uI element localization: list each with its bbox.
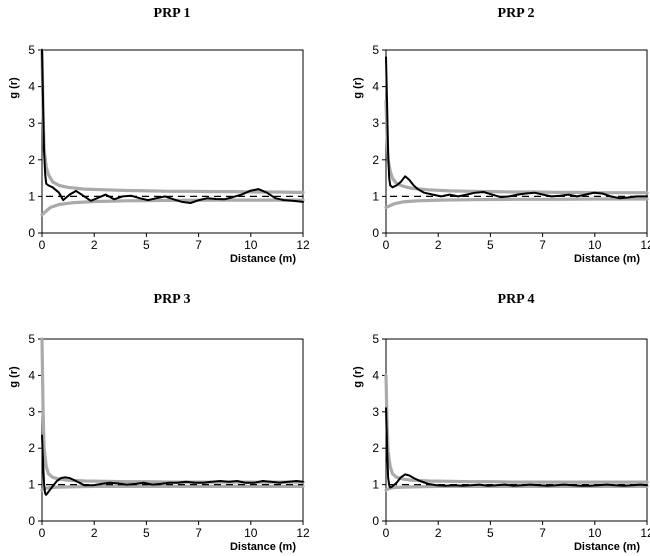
upper-envelope-line	[384, 99, 649, 195]
y-tick-label: 5	[28, 43, 35, 57]
x-axis-title: Distance (m)	[574, 541, 640, 553]
x-tick-label: 7	[539, 238, 546, 252]
x-tick-label: 2	[91, 238, 98, 252]
y-tick-label: 5	[372, 43, 379, 57]
x-tick-label: 2	[435, 526, 442, 540]
y-tick-label: 2	[28, 441, 35, 455]
chart-title: PRP 1	[154, 6, 191, 21]
x-tick-label: 5	[487, 526, 494, 540]
y-tick-label: 5	[372, 332, 379, 346]
x-tick-label: 2	[435, 238, 442, 252]
chart-panel-2: PRP 201234502571012Distance (m)g (r)	[352, 6, 650, 265]
y-tick-label: 3	[372, 405, 379, 419]
x-axis-title: Distance (m)	[574, 253, 640, 265]
plot-frame	[385, 338, 648, 522]
upper-envelope-line	[40, 48, 305, 194]
y-tick-label: 3	[372, 116, 379, 130]
observed-line	[385, 407, 648, 489]
observed-line	[41, 434, 304, 496]
y-tick-label: 4	[372, 80, 379, 94]
y-tick-label: 0	[28, 514, 35, 528]
x-tick-label: 10	[244, 238, 258, 252]
upper-envelope-line	[384, 373, 649, 484]
x-tick-label: 2	[91, 526, 98, 540]
chart-title: PRP 2	[498, 6, 535, 21]
y-axis-title: g (r)	[352, 366, 364, 388]
observed-line	[385, 56, 648, 200]
x-tick-label: 7	[539, 526, 546, 540]
x-tick-label: 12	[296, 238, 310, 252]
upper-envelope-line	[40, 337, 305, 484]
y-tick-label: 3	[28, 405, 35, 419]
x-tick-label: 7	[195, 238, 202, 252]
y-tick-label: 1	[28, 189, 35, 203]
plot-frame	[41, 338, 304, 522]
y-axis-title: g (r)	[352, 77, 364, 99]
y-tick-label: 1	[372, 478, 379, 492]
x-tick-label: 0	[383, 238, 390, 252]
observed-line	[41, 49, 304, 204]
y-tick-label: 2	[372, 441, 379, 455]
y-axis-title: g (r)	[8, 366, 20, 388]
y-tick-label: 5	[28, 332, 35, 346]
x-tick-label: 10	[244, 526, 258, 540]
x-tick-label: 5	[143, 238, 150, 252]
y-tick-label: 0	[372, 226, 379, 240]
lower-envelope-line	[384, 197, 649, 209]
x-tick-label: 12	[640, 238, 650, 252]
lower-envelope-line	[40, 198, 305, 217]
lower-envelope-line	[40, 484, 305, 492]
x-tick-label: 0	[39, 238, 46, 252]
y-tick-label: 2	[28, 153, 35, 167]
x-tick-label: 5	[487, 238, 494, 252]
x-tick-label: 10	[588, 526, 602, 540]
x-tick-label: 12	[640, 526, 650, 540]
lower-envelope-line	[384, 484, 649, 492]
x-axis-title: Distance (m)	[230, 253, 296, 265]
y-tick-label: 4	[372, 368, 379, 382]
x-tick-label: 5	[143, 526, 150, 540]
x-tick-label: 10	[588, 238, 602, 252]
x-tick-label: 7	[195, 526, 202, 540]
y-tick-label: 4	[28, 368, 35, 382]
y-tick-label: 0	[28, 226, 35, 240]
x-tick-label: 12	[296, 526, 310, 540]
plot-frame	[41, 49, 304, 234]
y-tick-label: 0	[372, 514, 379, 528]
chart-title: PRP 4	[498, 292, 535, 307]
chart-title: PRP 3	[154, 292, 191, 307]
chart-panel-4: PRP 401234502571012Distance (m)g (r)	[352, 292, 650, 553]
x-axis-title: Distance (m)	[230, 541, 296, 553]
y-tick-label: 2	[372, 153, 379, 167]
y-tick-label: 1	[372, 189, 379, 203]
y-tick-label: 4	[28, 80, 35, 94]
x-tick-label: 0	[383, 526, 390, 540]
y-tick-label: 3	[28, 116, 35, 130]
x-tick-label: 0	[39, 526, 46, 540]
y-axis-title: g (r)	[8, 77, 20, 99]
plot-frame	[385, 49, 648, 234]
y-tick-label: 1	[28, 478, 35, 492]
